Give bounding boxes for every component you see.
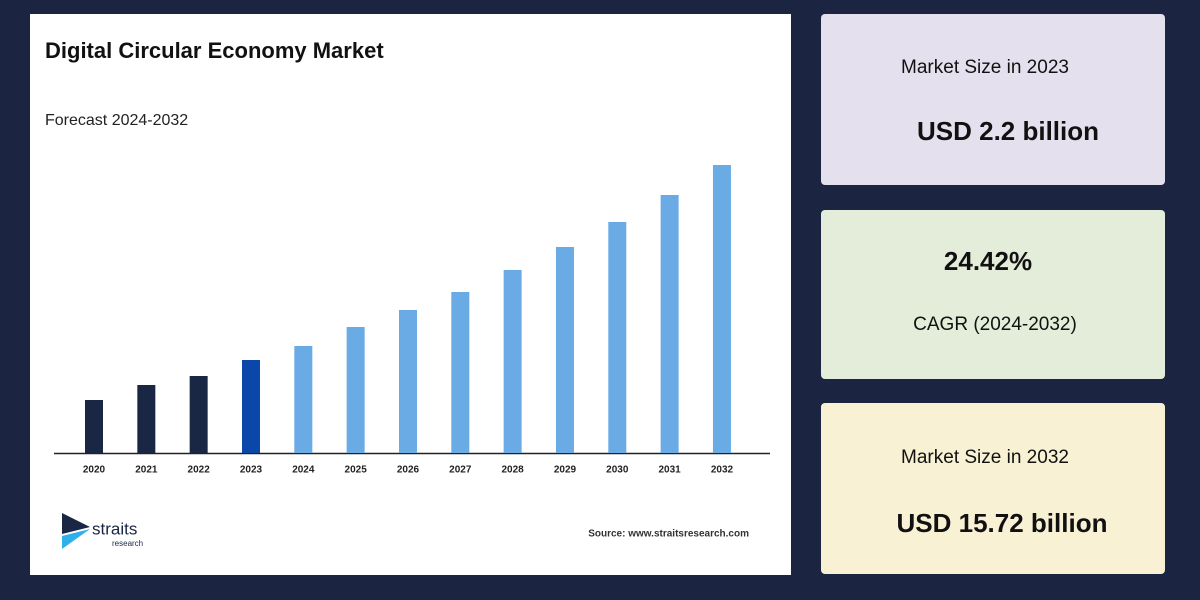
- x-tick-label: 2028: [502, 465, 525, 476]
- bar: [712, 165, 731, 453]
- bar: [608, 222, 627, 453]
- x-tick-label: 2023: [240, 465, 263, 476]
- bar: [241, 360, 260, 453]
- x-tick-label: 2031: [659, 465, 682, 476]
- x-tick-label: 2027: [449, 465, 472, 476]
- card: [821, 210, 1165, 379]
- bars: 2020 2021 2022 2023 2024 2025 2026 2027 2028 2029…: [83, 165, 734, 476]
- source: Source: www.straitsresearch.com: [588, 529, 749, 540]
- card-value: USD 2.2 billion: [917, 116, 1099, 146]
- bar: [503, 270, 522, 453]
- x-tick-label: 2030: [606, 465, 629, 476]
- bar: [189, 376, 208, 453]
- x-tick-label: 2024: [292, 465, 315, 476]
- x-tick-label: 2026: [397, 465, 420, 476]
- x-tick-label: 2032: [711, 465, 734, 476]
- card: [821, 14, 1165, 185]
- bar: [346, 327, 365, 453]
- x-tick-label: 2020: [83, 465, 106, 476]
- bar: [85, 400, 103, 453]
- chart-title: Digital Circular Economy Market: [45, 38, 384, 63]
- logo-mark-bottom: [62, 529, 90, 549]
- bar: [451, 292, 470, 453]
- bar: [555, 247, 574, 453]
- chart-subtitle: Forecast 2024-2032: [45, 112, 188, 129]
- x-tick-label: 2029: [554, 465, 577, 476]
- card-label: Market Size in 2023: [901, 57, 1069, 78]
- card-label: Market Size in 2032: [901, 447, 1069, 468]
- card: [821, 403, 1165, 574]
- card-value: USD 15.72 billion: [897, 508, 1108, 538]
- logo-tagline: research: [112, 539, 143, 548]
- logo-name: straits: [92, 519, 137, 538]
- bar: [294, 346, 313, 453]
- x-tick-label: 2025: [345, 465, 368, 476]
- bar: [398, 310, 417, 453]
- logo: straits research: [62, 513, 143, 549]
- x-tick-label: 2021: [135, 465, 158, 476]
- x-tick-label: 2022: [188, 465, 211, 476]
- logo-mark-top: [62, 513, 90, 534]
- bar: [137, 385, 156, 453]
- card-label: CAGR (2024-2032): [913, 314, 1077, 335]
- card-value: 24.42%: [944, 246, 1032, 276]
- bar: [660, 195, 679, 453]
